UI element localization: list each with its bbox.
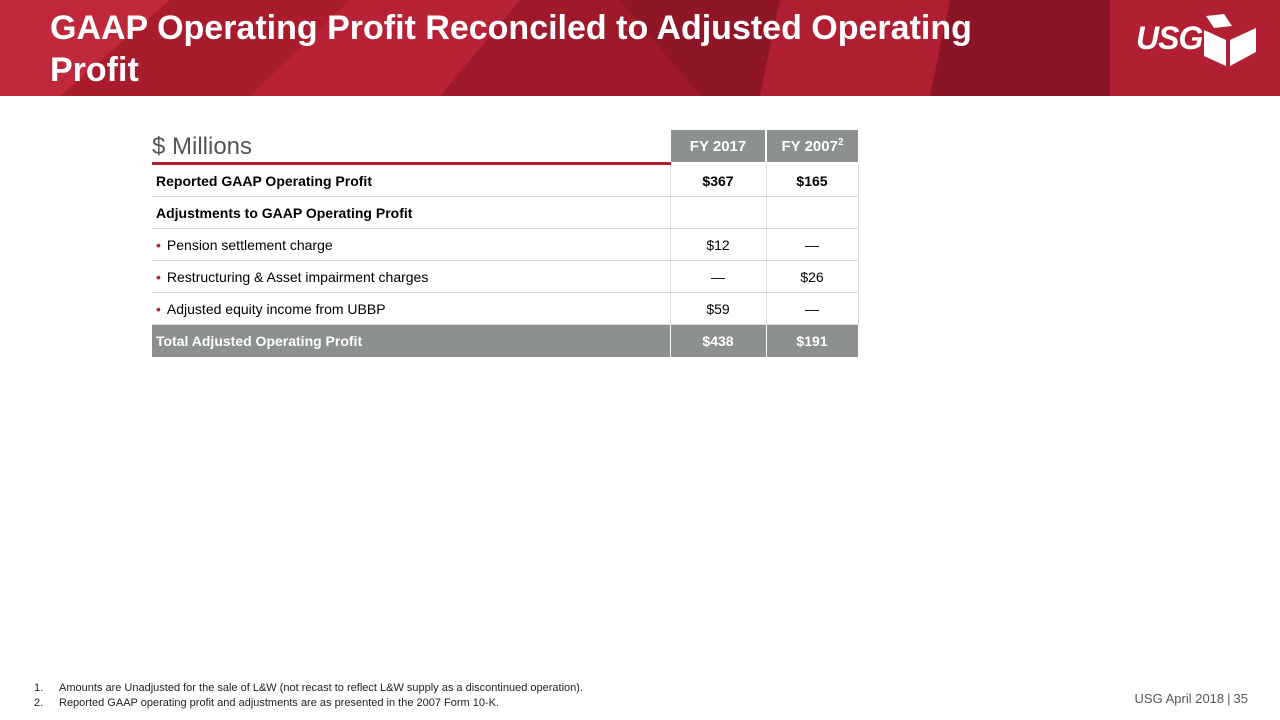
footnote: 2. Reported GAAP operating profit and ad… (34, 696, 583, 711)
bullet-icon: • (156, 268, 161, 285)
bullet-icon: • (156, 236, 161, 253)
footer-separator: | (1227, 691, 1231, 706)
reconciliation-table: $ Millions FY 2017 FY 20072 Reported GAA… (152, 130, 859, 357)
value-fy2007: — (766, 228, 859, 261)
page-number: 35 (1233, 691, 1248, 706)
value-fy2007: $165 (766, 163, 859, 197)
row-label-cell: • Pension settlement charge (152, 228, 671, 261)
footnote-text: Reported GAAP operating profit and adjus… (59, 697, 500, 709)
usg-logo: USG (1136, 14, 1260, 68)
value-fy2007 (766, 196, 859, 229)
row-label: Adjustments to GAAP Operating Profit (152, 196, 671, 229)
value-fy2007: $191 (766, 324, 859, 357)
column-label: FY 2007 (781, 138, 838, 155)
table-row: • Pension settlement charge $12 — (152, 228, 859, 261)
table-header-row: $ Millions FY 2017 FY 20072 (152, 130, 858, 165)
value-fy2007: — (766, 292, 859, 325)
units-label: $ Millions (152, 130, 670, 165)
value-fy2017: $438 (670, 324, 767, 357)
footnote-text: Amounts are Unadjusted for the sale of L… (59, 682, 583, 694)
row-label-cell: • Adjusted equity income from UBBP (152, 292, 671, 325)
value-fy2017 (670, 196, 767, 229)
slide-footer: USG April 2018 | 35 (1135, 691, 1248, 706)
footnotes: 1. Amounts are Unadjusted for the sale o… (34, 681, 583, 711)
value-fy2017: — (670, 260, 767, 293)
table-row: • Adjusted equity income from UBBP $59 — (152, 292, 859, 325)
column-header-fy2007: FY 20072 (765, 130, 858, 165)
row-label: Pension settlement charge (166, 236, 333, 253)
row-label: Total Adjusted Operating Profit (152, 324, 671, 357)
column-label: FY 2017 (689, 137, 747, 155)
table-row: Adjustments to GAAP Operating Profit (152, 196, 859, 229)
value-fy2007: $26 (766, 260, 859, 293)
logo-text: USG (1136, 20, 1203, 56)
slide-title: GAAP Operating Profit Reconciled to Adju… (50, 9, 972, 89)
footnote-number: 1. (34, 682, 44, 694)
column-header-fy2017: FY 2017 (669, 130, 766, 165)
value-fy2017: $367 (670, 163, 767, 197)
row-label: Adjusted equity income from UBBP (166, 300, 386, 317)
footnote: 1. Amounts are Unadjusted for the sale o… (34, 681, 583, 696)
value-fy2017: $12 (670, 228, 767, 261)
row-label: Reported GAAP Operating Profit (152, 163, 671, 197)
table-row: • Restructuring & Asset impairment charge… (152, 260, 859, 293)
bullet-icon: • (156, 300, 161, 317)
usg-cube-icon (1204, 14, 1256, 66)
banner-background (0, 0, 1280, 96)
row-label-cell: • Restructuring & Asset impairment charge… (152, 260, 671, 293)
total-row: Total Adjusted Operating Profit $438 $19… (152, 324, 859, 357)
title-banner: GAAP Operating Profit Reconciled to Adju… (0, 0, 1280, 96)
table-row: Reported GAAP Operating Profit $367 $165 (152, 163, 859, 197)
row-label: Restructuring & Asset impairment charges (166, 268, 429, 285)
footnote-number: 2. (34, 697, 44, 709)
value-fy2017: $59 (670, 292, 767, 325)
footnote-ref: 2 (837, 137, 844, 148)
footer-source: USG April 2018 (1134, 691, 1225, 706)
